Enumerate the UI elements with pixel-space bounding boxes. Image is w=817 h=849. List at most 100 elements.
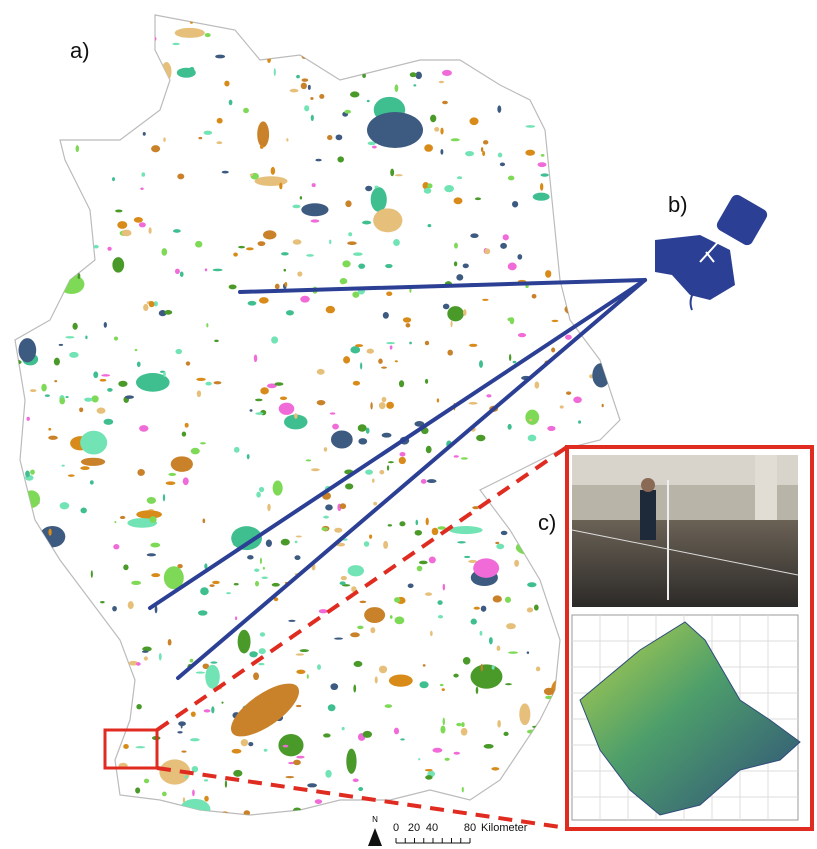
patch — [96, 112, 101, 121]
patch — [112, 605, 117, 612]
patch — [345, 483, 354, 490]
patch — [464, 555, 471, 559]
patch — [179, 798, 211, 815]
patch — [614, 225, 618, 233]
patch — [203, 709, 211, 713]
patch — [310, 219, 320, 223]
patch — [40, 182, 45, 189]
patch — [72, 639, 79, 642]
patch — [18, 663, 26, 667]
patch — [540, 154, 545, 157]
patch — [327, 135, 333, 141]
patch — [532, 192, 550, 201]
patch — [77, 628, 83, 635]
patch — [168, 472, 177, 476]
patch — [224, 80, 230, 87]
patch — [409, 72, 417, 78]
patch — [327, 704, 336, 712]
patch — [109, 717, 115, 723]
patch — [330, 430, 353, 449]
patch — [212, 268, 223, 272]
patch — [113, 544, 120, 550]
patch — [161, 62, 172, 82]
patch — [15, 107, 18, 111]
patch — [69, 351, 79, 358]
patch — [436, 34, 442, 37]
patch — [255, 412, 264, 415]
patch — [243, 107, 249, 114]
patch — [112, 177, 115, 182]
patch — [224, 17, 234, 25]
patch — [59, 502, 70, 510]
patch — [442, 717, 445, 726]
patch — [48, 528, 52, 536]
patch — [398, 456, 406, 465]
patch — [387, 461, 394, 464]
patch — [104, 814, 113, 815]
patch — [151, 813, 157, 815]
patch — [57, 106, 67, 113]
patch — [228, 284, 237, 290]
patch — [165, 481, 176, 486]
patch — [316, 368, 325, 375]
patch — [514, 559, 520, 567]
patch — [99, 378, 107, 382]
patch — [181, 431, 187, 437]
patch — [600, 299, 604, 304]
patch — [103, 666, 112, 671]
patch — [39, 639, 48, 645]
patch — [133, 217, 143, 223]
patch — [565, 391, 572, 395]
patch — [503, 731, 509, 736]
patch — [127, 43, 133, 47]
patch — [385, 263, 393, 269]
patch — [352, 380, 361, 386]
patch — [18, 338, 37, 363]
patch — [204, 33, 211, 38]
patch — [415, 519, 419, 526]
patch — [471, 809, 481, 812]
patch — [238, 245, 245, 249]
patch — [317, 664, 321, 670]
patch — [66, 196, 76, 204]
patch — [551, 319, 559, 323]
patch — [347, 565, 365, 577]
patch — [231, 748, 242, 754]
patch — [515, 540, 541, 555]
patch — [598, 52, 612, 71]
patch — [258, 648, 266, 655]
patch — [18, 666, 27, 669]
patch — [339, 278, 348, 285]
patch — [263, 748, 268, 752]
patch — [274, 33, 278, 41]
patch — [289, 88, 299, 93]
patch — [374, 185, 379, 189]
patch — [39, 163, 44, 168]
patch — [172, 42, 180, 46]
patch — [444, 185, 454, 193]
patch — [270, 166, 276, 175]
patch — [163, 371, 166, 377]
patch — [296, 74, 300, 79]
patch — [115, 209, 123, 213]
patch — [206, 323, 209, 328]
patch — [370, 187, 387, 212]
patch — [381, 432, 392, 438]
patch — [512, 49, 519, 56]
patch — [233, 446, 240, 453]
patch — [359, 15, 365, 20]
patch — [517, 333, 527, 338]
patch — [296, 704, 302, 708]
patch — [362, 73, 366, 79]
patch — [450, 138, 460, 142]
patch — [72, 31, 80, 38]
patch — [113, 336, 119, 341]
patch — [143, 656, 148, 661]
patch — [450, 320, 453, 328]
patch — [365, 427, 370, 434]
patch — [327, 63, 331, 71]
patch — [526, 607, 534, 613]
patch — [150, 36, 157, 42]
patch — [140, 187, 144, 190]
patch — [216, 141, 223, 145]
